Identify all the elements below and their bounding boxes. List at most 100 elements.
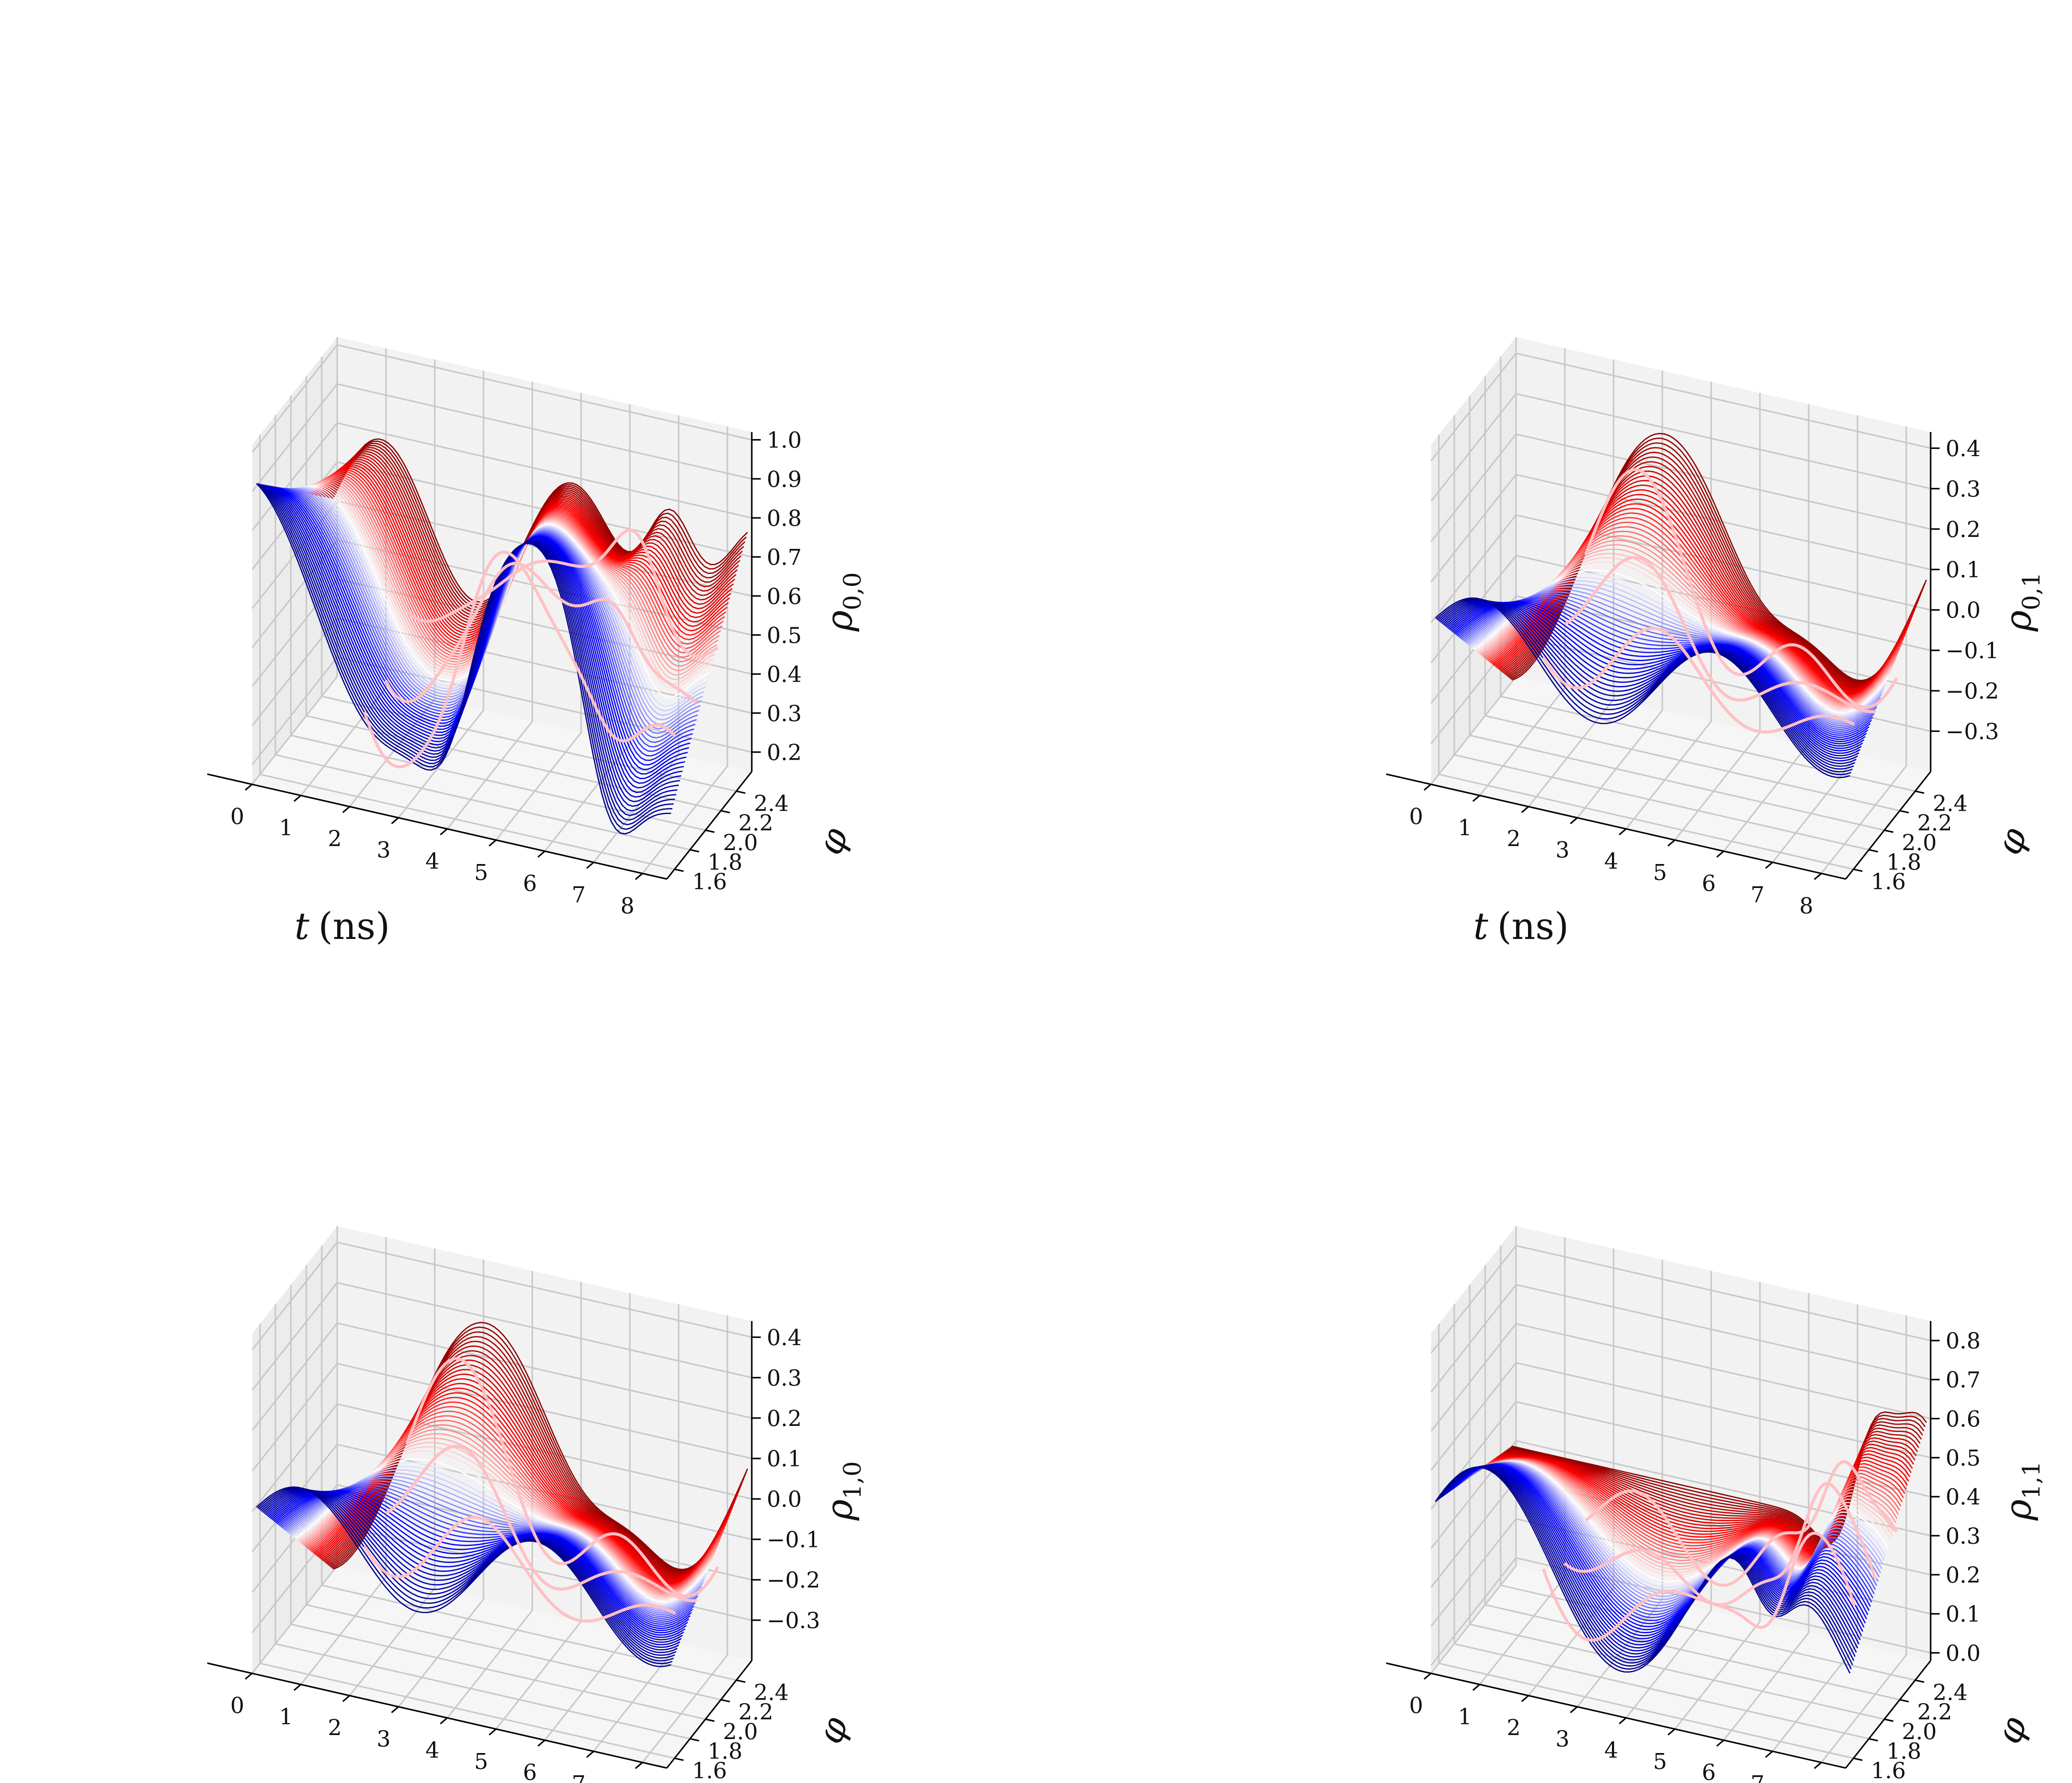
y-axis: 1.61.82.02.22.4 φ — [666, 771, 857, 894]
surface-strip — [1449, 602, 1865, 749]
surface-strip — [1445, 601, 1861, 757]
surface — [1435, 433, 1927, 778]
surface-strip — [261, 1488, 677, 1656]
z-tick-label: −0.2 — [1946, 679, 1999, 704]
surface-strip — [1451, 601, 1867, 745]
surface-strip — [279, 1488, 695, 1623]
z-axis: 0.0 0.1 0.2 0.3 0.4 0.5 0.6 0.7 0.8 ρ1,1 — [1930, 1321, 2046, 1666]
surface-strip — [278, 1489, 693, 1625]
surface-strip — [1439, 599, 1854, 770]
y-axis: 1.61.82.02.22.4 φ — [666, 1660, 857, 1783]
surface-strip — [1440, 1465, 1856, 1661]
z-tick-label: −0.1 — [767, 1527, 820, 1553]
panel-0: 0 1 2 3 4 5 6 7 8t (ns)1.61.82.02.22.4φ0.20.30.40… — [207, 337, 867, 948]
surface-strip — [257, 1487, 673, 1665]
pink-curve — [1563, 555, 1876, 714]
x-tick-label: 0 — [230, 804, 244, 830]
back-pane — [1516, 1226, 1931, 1661]
surface-strip — [1441, 600, 1857, 764]
surface-strip — [262, 1489, 678, 1653]
surface-strip — [1501, 470, 1917, 688]
surface-strip — [256, 1486, 671, 1667]
x-tick-label: 4 — [1604, 849, 1618, 874]
y-tick-label: 2.0 — [1902, 830, 1937, 856]
x-tick-label: 0 — [1409, 804, 1423, 830]
y-tick-label: 1.8 — [1886, 1739, 1921, 1764]
pink-curve — [384, 561, 698, 704]
pink-curve — [1542, 1531, 1856, 1642]
x-tick-label: 2 — [328, 1716, 342, 1741]
y-tick-label: 2.0 — [723, 830, 758, 856]
z-tick-label: 0.0 — [1946, 1641, 1981, 1666]
surface-strip — [260, 1488, 675, 1659]
y-tick-label: 2.4 — [1933, 791, 1968, 817]
z-tick-label: 0.9 — [767, 467, 802, 492]
z-tick-label: 0.8 — [767, 506, 802, 531]
z-tick-label: 0.0 — [767, 1487, 802, 1512]
left-pane — [1431, 337, 1516, 784]
surface-strip — [1445, 1465, 1861, 1649]
pink-curves — [363, 528, 719, 769]
x-tick-label: 6 — [523, 1760, 537, 1783]
y-tick-label: 1.8 — [1886, 850, 1921, 875]
y-tick-label: 2.2 — [738, 811, 773, 836]
surface-strip — [1437, 598, 1853, 773]
y-tick-label: 2.2 — [1917, 811, 1952, 836]
z-axis: −0.3 −0.2 −0.1 0.0 0.1 0.2 0.3 0.4 ρ1,0 — [751, 1321, 867, 1661]
x-tick-label: 6 — [1702, 1760, 1716, 1783]
z-tick-label: 0.5 — [767, 623, 802, 648]
grid — [1430, 1226, 1931, 1763]
surface-strip — [276, 1489, 692, 1627]
x-axis: 0 1 2 3 4 5 6 7 8 t(ns) — [1386, 773, 1846, 948]
surface-strip — [269, 1490, 684, 1641]
z-tick-label: 0.5 — [1946, 1446, 1981, 1471]
x-tick-label: 2 — [1507, 1716, 1521, 1741]
surface-strip — [1446, 1465, 1862, 1646]
z-axis: −0.3 −0.2 −0.1 0.0 0.1 0.2 0.3 0.4 ρ0,1 — [1930, 432, 2046, 772]
surface-strip — [267, 1490, 683, 1643]
y-tick-label: 2.4 — [1933, 1680, 1968, 1706]
z-tick-label: 0.4 — [1946, 1485, 1981, 1510]
surface-strip — [1436, 1466, 1852, 1670]
surface-strip — [271, 1491, 687, 1636]
surface-strip — [281, 1485, 697, 1619]
surface-strip — [1450, 602, 1866, 747]
x-tick-label: 1 — [1458, 815, 1472, 841]
z-tick-label: 0.6 — [1946, 1406, 1981, 1432]
z-tick-label: 0.2 — [767, 740, 802, 766]
y-tick-label: 2.4 — [754, 1680, 789, 1706]
y-tick-label: 2.0 — [1902, 1719, 1937, 1745]
surface-strip — [1441, 1465, 1857, 1658]
y-tick-label: 2.0 — [723, 1719, 758, 1745]
pink-curve — [363, 1516, 676, 1623]
z-tick-label: 0.3 — [767, 701, 802, 727]
x-tick-label: 1 — [279, 815, 293, 841]
z-tick-label: 0.4 — [767, 1325, 802, 1350]
x-tick-label: 7 — [572, 1771, 586, 1783]
x-axis-label: t (ns) — [1473, 905, 1568, 948]
z-axis: 0.2 0.3 0.4 0.5 0.6 0.7 0.8 0.9 1.0 ρ0,0 — [751, 428, 867, 772]
surface-strip — [1440, 599, 1856, 767]
z-tick-label: 0.6 — [767, 584, 802, 609]
surface-strip — [263, 1489, 679, 1651]
panel-2: 012345678t(ns)1.61.82.02.22.4φ−0.3−0.2−0… — [207, 1226, 867, 1783]
y-axis: 1.61.82.02.22.4 φ — [1845, 771, 2036, 894]
z-tick-label: 0.1 — [1946, 1602, 1981, 1627]
pink-curve — [1584, 468, 1898, 709]
surface-strip — [1437, 1466, 1853, 1667]
surface-strip — [1444, 1465, 1860, 1652]
surface-strip — [1439, 1466, 1855, 1664]
surface-strip — [1458, 599, 1874, 734]
y-tick-label: 2.2 — [738, 1700, 773, 1725]
surface-strip — [1449, 1464, 1865, 1640]
x-tick-label: 6 — [1702, 871, 1716, 896]
z-tick-label: 0.8 — [1946, 1329, 1981, 1354]
z-tick-label: 0.4 — [1946, 436, 1981, 461]
surface-strip — [1435, 597, 1850, 778]
pink-curve — [1563, 1481, 1877, 1607]
x-tick-label: 6 — [523, 871, 537, 896]
x-tick-label: 4 — [426, 1738, 440, 1763]
floor-pane — [1431, 677, 1931, 879]
surface-strip — [1500, 475, 1916, 689]
